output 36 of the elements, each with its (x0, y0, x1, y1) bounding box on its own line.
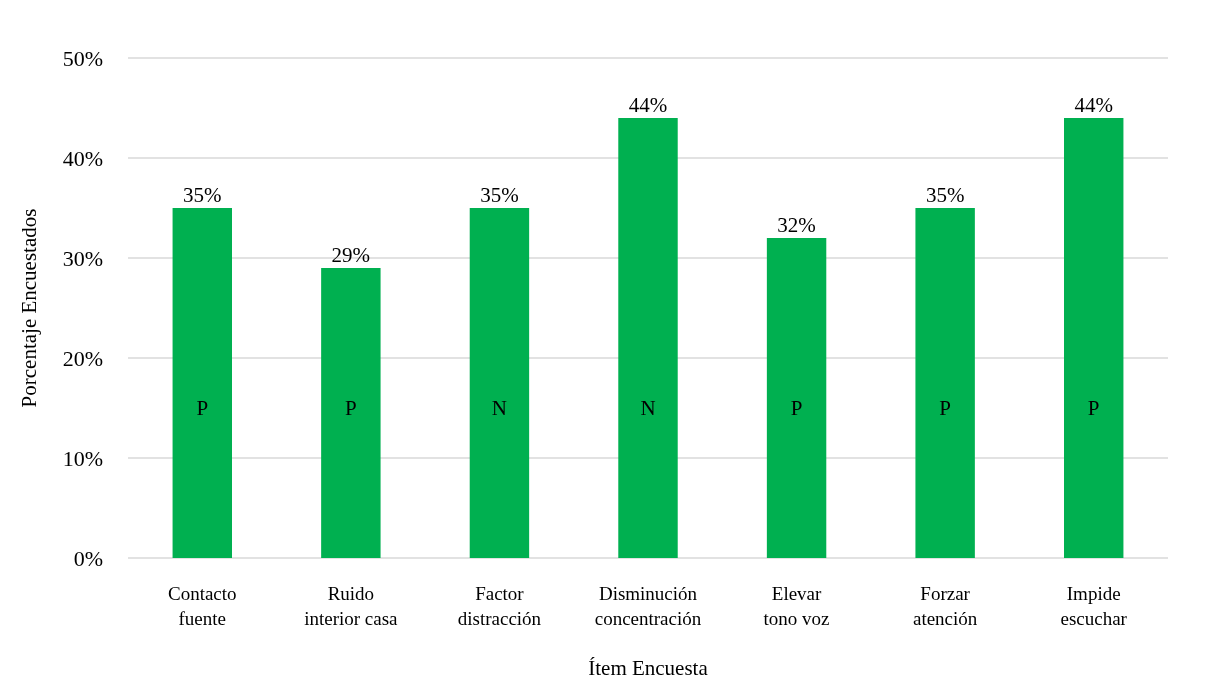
x-tick-label: Impide escuchar (1060, 583, 1128, 629)
bar (172, 208, 232, 558)
y-tick-label: 30% (62, 245, 103, 271)
x-tick-label: Elevar tono voz (763, 583, 830, 629)
annotation: P (790, 396, 803, 421)
bar (618, 118, 678, 558)
bar (1064, 118, 1124, 558)
y-tick-label: 10% (62, 445, 103, 471)
bar (321, 268, 381, 558)
annotation: P (939, 396, 951, 421)
y-tick-label: 20% (62, 345, 103, 371)
annotation: N (491, 396, 508, 421)
x-axis-title: Ítem Encuesta (588, 656, 709, 680)
data-label: 44% (628, 93, 668, 117)
y-tick-label: 40% (62, 145, 103, 171)
x-tick-label: Factor distracción (457, 583, 542, 629)
annotation: P (196, 396, 209, 421)
data-label: 35% (925, 183, 965, 207)
data-label: 32% (777, 213, 816, 237)
x-tick-label: Forzar atención (912, 583, 978, 629)
data-label: 29% (331, 243, 371, 267)
bar (766, 238, 827, 558)
x-tick-label: Disminución concentración (594, 583, 702, 629)
y-tick-label: 50% (62, 45, 103, 71)
annotation: P (1087, 396, 1100, 421)
bar (915, 208, 975, 558)
x-tick-label: Contacto fuente (167, 583, 237, 629)
data-label: 44% (1074, 93, 1113, 117)
annotation: P (345, 396, 357, 421)
annotation: N (640, 396, 656, 421)
y-tick-label: 0% (73, 545, 103, 571)
y-axis-title: Porcentaje Encuestados (17, 208, 41, 408)
bar (469, 208, 530, 558)
data-label: 35% (183, 183, 222, 207)
x-tick-label: Ruido interior casa (304, 583, 399, 629)
data-label: 35% (480, 183, 519, 207)
